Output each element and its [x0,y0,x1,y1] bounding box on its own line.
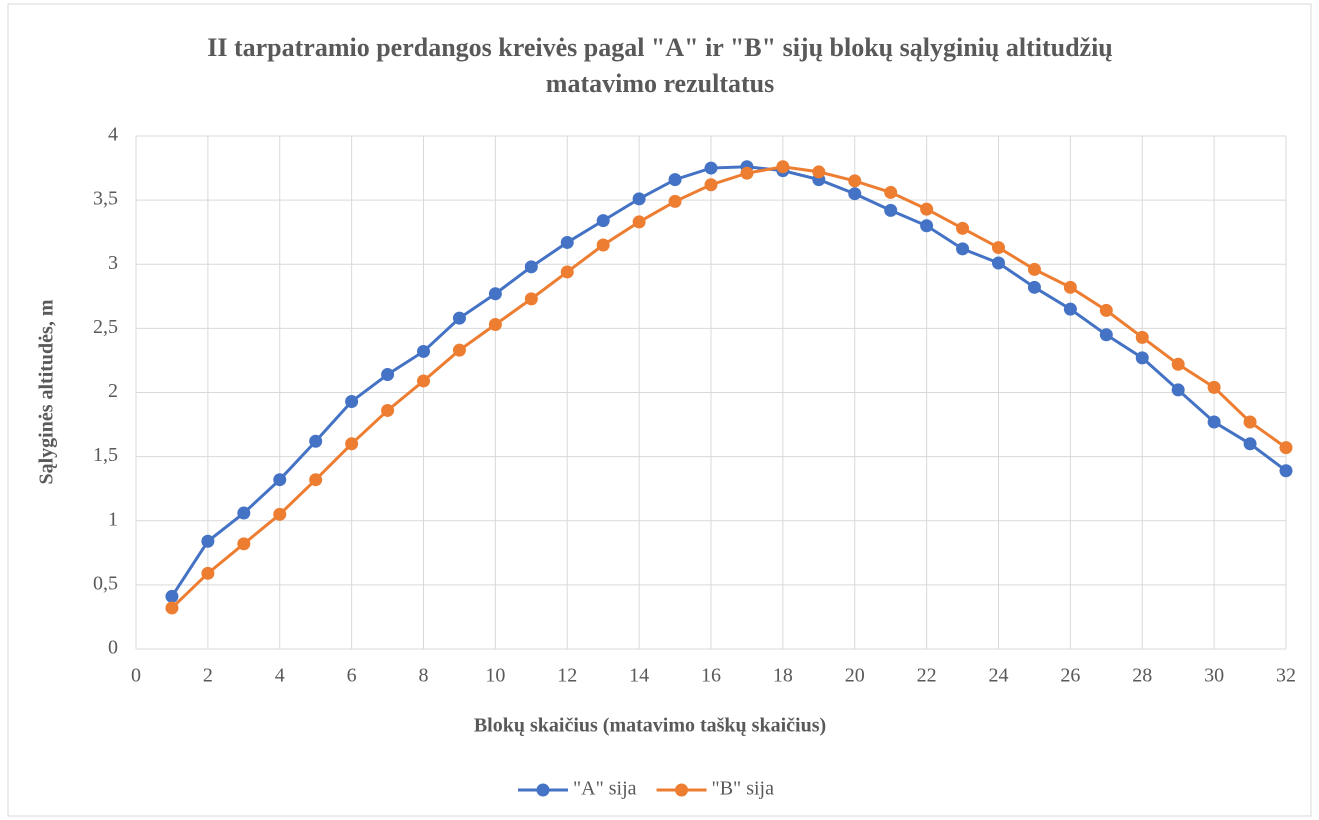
data-point [596,214,610,228]
data-point [417,344,430,358]
data-point [632,215,646,229]
data-point [884,185,898,199]
data-point [776,160,790,174]
data-point [668,194,682,208]
data-point [1135,351,1149,365]
data-point [1279,464,1293,478]
chart-border [7,3,1312,817]
data-point [560,265,574,279]
data-point [992,256,1005,270]
y-tick-label: 2 [108,380,118,402]
data-point [1027,280,1041,294]
data-point [740,166,754,180]
x-tick-label: 4 [275,665,285,687]
y-tick-label: 1,5 [93,444,118,466]
x-tick-label: 24 [989,665,1009,687]
x-tick-label: 20 [845,665,865,687]
x-tick-label: 2 [203,665,213,687]
x-tick-label: 28 [1132,665,1152,687]
data-point [956,242,970,256]
x-axis-title: Blokų skaičius (matavimo taškų skaičius) [474,715,826,737]
data-point [524,292,538,306]
data-point [1207,415,1221,429]
x-tick-label: 30 [1204,665,1224,687]
data-point [309,434,323,448]
data-point [452,343,466,357]
y-tick-label: 4 [108,124,118,146]
data-point [524,260,538,274]
x-tick-label: 18 [773,665,793,687]
x-tick-label: 8 [419,665,429,687]
data-point [704,161,718,175]
data-point [488,318,502,332]
legend-swatch-marker [536,783,550,797]
data-point [309,473,323,487]
x-tick-label: 14 [629,665,649,687]
data-point [417,374,430,388]
data-point [812,165,826,179]
data-point [1171,357,1185,371]
data-point [1171,383,1185,397]
data-point [1027,262,1041,276]
y-tick-label: 1 [108,508,118,530]
legend-label: "B" sija [712,778,775,800]
series-line [170,165,1287,598]
data-point [668,173,682,187]
x-tick-label: 0 [131,665,141,687]
data-point [1063,280,1077,294]
data-point [1099,303,1113,317]
x-tick-label: 26 [1060,665,1080,687]
y-tick-label: 3,5 [93,188,118,210]
data-point [1099,328,1113,342]
data-point [596,238,610,252]
data-point [165,601,179,615]
data-point [488,287,502,301]
data-point [956,221,970,235]
data-point [1243,415,1257,429]
x-tick-label: 32 [1276,665,1296,687]
y-tick-label: 3 [108,252,118,274]
data-point [273,473,287,487]
data-point [381,368,395,382]
data-point [237,506,251,520]
data-point [345,437,359,451]
data-point [1243,437,1257,451]
x-tick-label: 12 [557,665,577,687]
x-tick-label: 22 [917,665,937,687]
x-tick-label: 16 [701,665,721,687]
data-point [632,192,646,206]
data-point [201,566,215,580]
series-line [170,165,1287,610]
data-point [848,174,862,188]
data-point [920,202,934,216]
y-tick-label: 2,5 [93,316,118,338]
data-point [560,235,574,249]
legend-label: "A" sija [573,778,637,800]
data-point [381,403,395,417]
data-point [848,187,862,201]
x-tick-label: 6 [347,665,357,687]
data-point [884,203,898,217]
data-point [273,507,287,521]
data-point [237,537,251,551]
data-point [345,394,359,408]
data-point [704,178,718,192]
legend-swatch-marker [675,783,689,797]
y-axis-title: Sąlyginės altitudės, m [36,299,58,484]
y-tick-label: 0,5 [93,572,118,594]
x-tick-label: 10 [485,665,505,687]
data-point [920,219,934,233]
data-point [1135,330,1149,344]
data-point [165,589,179,603]
y-tick-label: 0 [108,637,118,659]
data-point [201,534,215,548]
data-point [992,241,1005,255]
data-point [452,311,466,325]
data-point [1207,380,1221,394]
data-point [1063,302,1077,316]
chart-title: II tarpatramio perdangos kreivės pagal "… [207,33,1113,98]
data-point [1279,441,1293,455]
